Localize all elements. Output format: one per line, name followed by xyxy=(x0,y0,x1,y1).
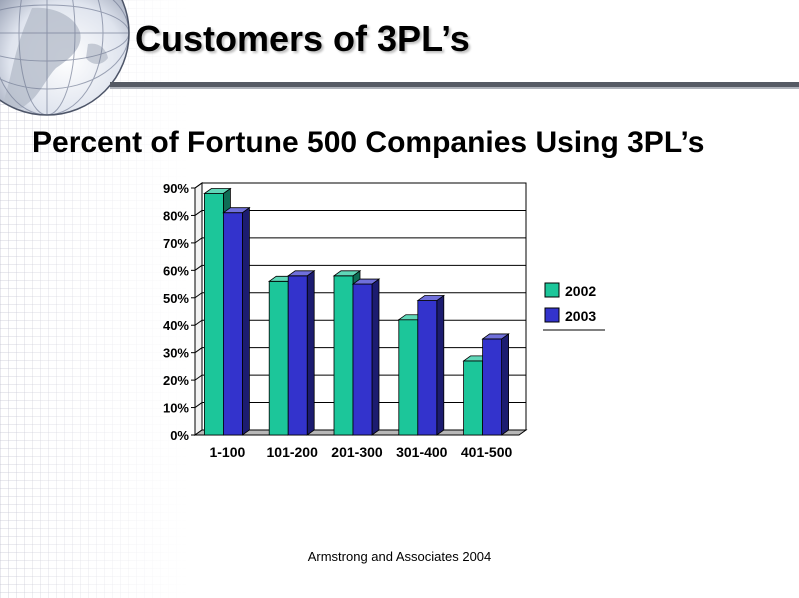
bar-chart: 0% 10% 20% 30% 40% 50% 60% 70% 80% 90% 1-100 101-20… xyxy=(163,181,605,460)
title-divider-highlight xyxy=(110,87,799,89)
gridline-side xyxy=(194,319,203,326)
y-tick-label: 80% xyxy=(163,208,189,223)
gridline-side xyxy=(194,347,203,354)
x-tick-label: 401-500 xyxy=(461,444,513,460)
gridline-side xyxy=(194,182,203,189)
bar-2003-401-500 xyxy=(481,333,510,436)
y-tick-label: 20% xyxy=(163,373,189,388)
legend-swatch xyxy=(544,282,560,298)
bar-2003-301-400 xyxy=(416,294,446,436)
title-divider xyxy=(110,82,799,87)
legend-item-2002: 2002 xyxy=(544,282,596,299)
bar-2003-201-300 xyxy=(351,278,381,436)
gridline-side xyxy=(194,264,203,271)
x-tick-label: 1-100 xyxy=(209,444,245,460)
bar-2003-101-200 xyxy=(286,270,316,436)
x-tick-label: 201-300 xyxy=(331,444,383,460)
y-tick-label: 50% xyxy=(163,291,189,306)
side-wall xyxy=(194,182,203,436)
y-tick-label: 90% xyxy=(163,181,189,196)
source-note: Armstrong and Associates 2004 xyxy=(307,549,492,564)
chart-heading: Percent of Fortune 500 Companies Using 3… xyxy=(32,126,705,159)
y-tick-label: 40% xyxy=(163,318,189,333)
y-tick-label: 70% xyxy=(163,236,189,251)
y-tick-label: 10% xyxy=(163,401,189,416)
globe-icon xyxy=(0,0,132,118)
legend-swatch xyxy=(544,307,560,323)
gridline-side xyxy=(194,374,203,381)
y-tick-label: 60% xyxy=(163,263,189,278)
page-title: Customers of 3PL’s xyxy=(135,18,470,59)
gridline-side xyxy=(194,210,203,216)
y-tick-label: 0% xyxy=(170,428,189,443)
gridline-side xyxy=(194,237,203,244)
x-tick-label: 301-400 xyxy=(396,444,448,460)
gridline-side xyxy=(194,402,203,408)
x-tick-label: 101-200 xyxy=(267,444,319,460)
legend-label: 2002 xyxy=(565,283,596,299)
gridline-side xyxy=(194,292,203,299)
bar-2003-1-100 xyxy=(222,206,251,436)
legend-item-2003: 2003 xyxy=(544,307,596,324)
legend-label: 2003 xyxy=(565,308,596,324)
y-tick-label: 30% xyxy=(163,346,189,361)
